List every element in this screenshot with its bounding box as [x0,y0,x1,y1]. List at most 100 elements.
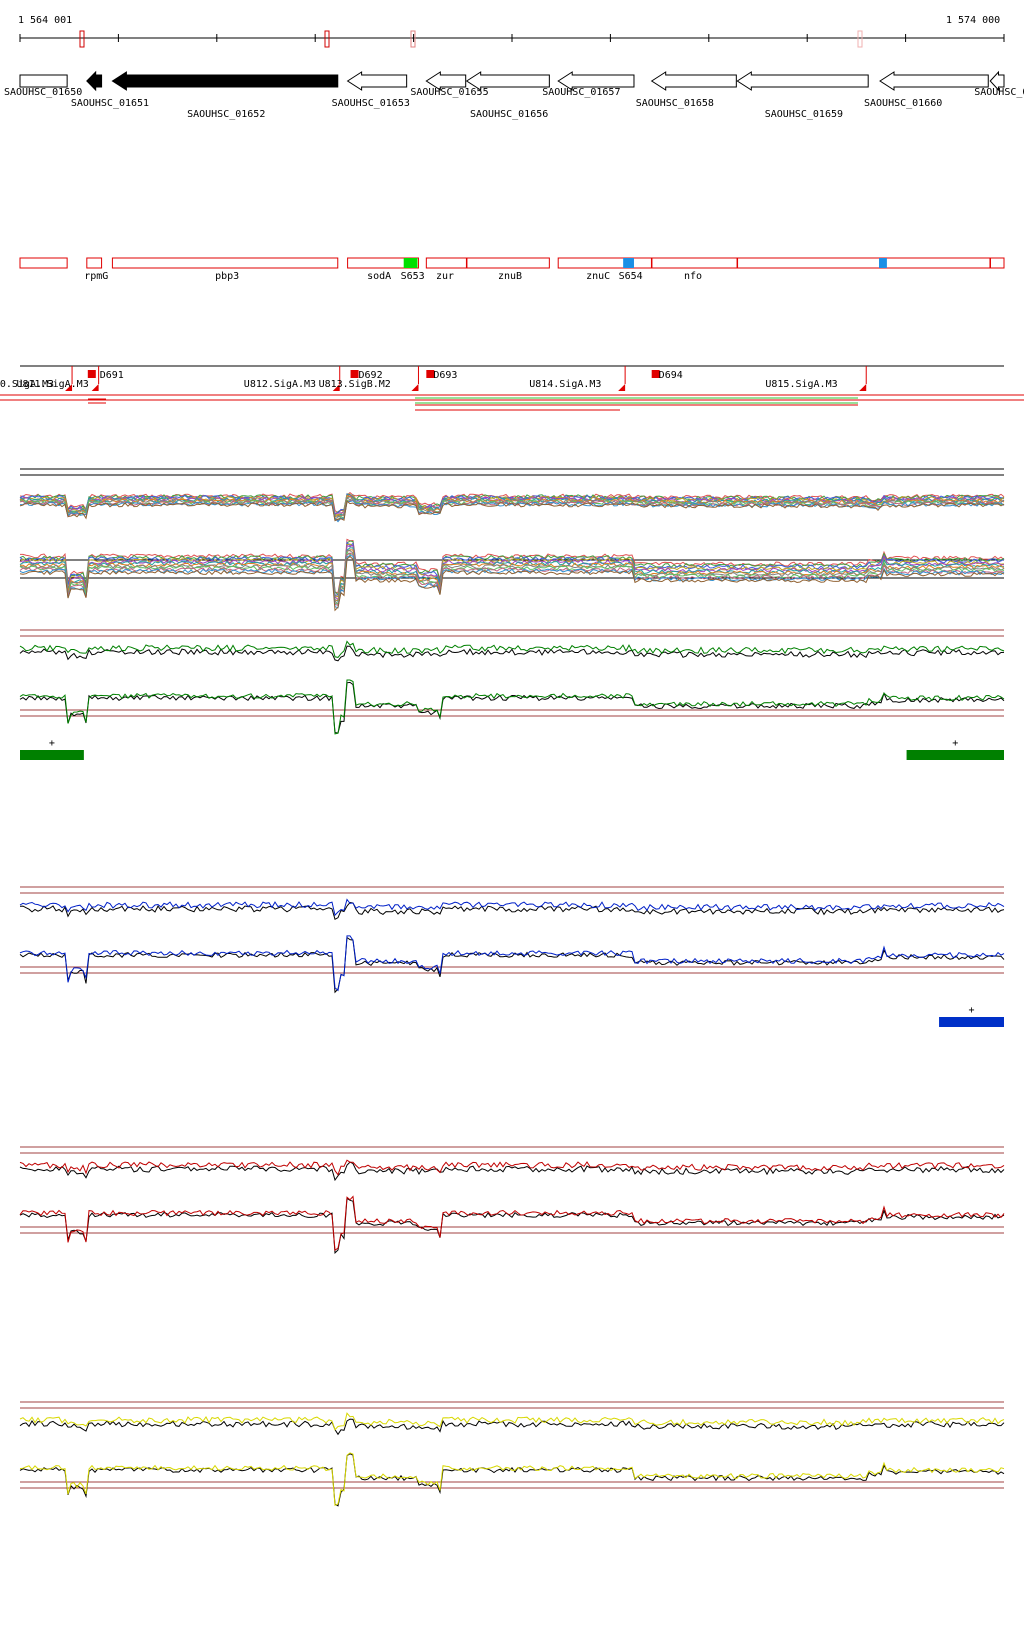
promoter-flag [91,384,99,391]
segment-label: S653 [401,271,425,282]
promoter-flag [411,384,419,391]
d-mark[interactable] [651,370,660,378]
track-profile-black [19,681,1005,734]
track-1-line [19,554,1005,609]
segment-box[interactable] [111,257,339,269]
segment-box[interactable] [19,257,68,269]
d-mark[interactable] [87,370,96,378]
segment-label: zur [436,271,454,282]
d-label: D693 [433,370,457,381]
regulatory-label: 10.SigA.M3 [0,379,54,390]
track-profile-colored [19,1452,1005,1507]
gene-arrow[interactable] [346,71,408,91]
track-profile-black [19,645,1005,662]
d-mark[interactable] [350,370,359,378]
track-marker-label: + [952,738,958,749]
track-marker-bar[interactable] [939,1017,1004,1027]
gene-arrow[interactable] [736,71,869,91]
gene-label: SAOUHSC_01659 [765,109,843,120]
segment-fill [623,258,634,268]
gene-label: SAOUHSC_01655 [410,87,488,98]
track-profile-colored [19,679,1005,735]
track-1-line [20,500,1005,523]
segment-box[interactable] [347,257,419,269]
expression-tracks: + + + [19,468,1005,1507]
track-1-line [19,547,1005,603]
ruler-marker [410,30,416,48]
segment-box[interactable] [557,257,1005,269]
track-profile-colored [19,1412,1005,1431]
gene-label: SAOUHSC_01657 [542,87,620,98]
segment-label: rpmG [84,271,108,282]
track-1-line [19,496,1005,519]
track-profile-black [19,1197,1005,1255]
track-1-line [19,544,1005,601]
track-1-line [19,549,1005,601]
track-1-line [19,550,1005,606]
gene-label: SAOUHSC_01661 [974,87,1024,98]
segment-label: znuC [586,271,610,282]
track-profile-black [19,1453,1005,1507]
gene-label: SAOUHSC_01656 [470,109,548,120]
track-marker-label: + [969,1005,975,1016]
regulatory-label: U812.SigA.M3 [244,379,316,390]
gene-arrow[interactable] [465,71,550,91]
gene-arrow[interactable] [989,70,1005,92]
track-1-line [19,555,1005,612]
segment-label: pbp3 [215,271,239,282]
ruler-ticks [19,30,1005,48]
ruler-marker [857,30,863,48]
track-profile-black [19,901,1005,921]
gene-arrow[interactable] [111,71,339,91]
coordinate-ruler: 1 564 001 1 574 000 [18,15,1005,48]
gene-arrow[interactable] [557,71,635,91]
segment-fill [879,258,887,268]
segment-label: nfo [684,271,702,282]
gene-arrow[interactable] [650,71,737,91]
gene-arrow[interactable] [86,70,103,92]
gene-arrow[interactable] [19,74,68,88]
segment-label: S654 [619,271,643,282]
segment-fill [403,258,418,268]
track-marker-bar[interactable] [20,750,84,760]
track-profile-colored [19,1195,1005,1252]
gene-arrow[interactable] [879,71,989,91]
track-profile-black [19,1161,1005,1182]
track-marker-bar[interactable] [906,750,1004,760]
track-1-line [19,500,1005,522]
promoter-flag [618,384,626,391]
segment-box[interactable] [425,257,550,269]
segment-label: znuB [498,271,522,282]
gene-arrow[interactable] [425,71,467,91]
track-profile-colored [19,935,1005,992]
regulatory-label: U815.SigA.M3 [765,379,837,390]
d-label: D691 [100,370,124,381]
track-profile-black [19,936,1005,994]
track-profile-colored [19,898,1005,917]
track-marker-label: + [49,738,55,749]
promoter-flag [65,384,73,391]
track-profile-colored [19,640,1005,658]
segment-label: sodA [367,271,391,282]
gene-label: SAOUHSC_01650 [4,87,82,98]
ruler-end-label: 1 574 000 [946,15,1000,26]
d-mark[interactable] [426,370,435,378]
segment-track[interactable]: rpmG pbp3 sodA S653 zur znuB znuC S654 nfo [19,257,1005,282]
ruler-marker [324,30,330,48]
track-1-line [19,540,1005,596]
segment-box[interactable] [86,257,103,269]
ruler-start-label: 1 564 001 [18,15,72,26]
gene-label: SAOUHSC_01652 [187,109,265,120]
d-label: D692 [359,370,383,381]
regulatory-label: U811.SigA.M3 [16,379,88,390]
track-profile-black [19,1418,1005,1436]
gene-label: SAOUHSC_01658 [636,98,714,109]
d-label: D694 [659,370,683,381]
regulatory-label: U813.SigB.M2 [319,379,391,390]
promoter-flag [859,384,867,391]
track-1-line [19,543,1005,598]
track-1-line [19,541,1005,596]
